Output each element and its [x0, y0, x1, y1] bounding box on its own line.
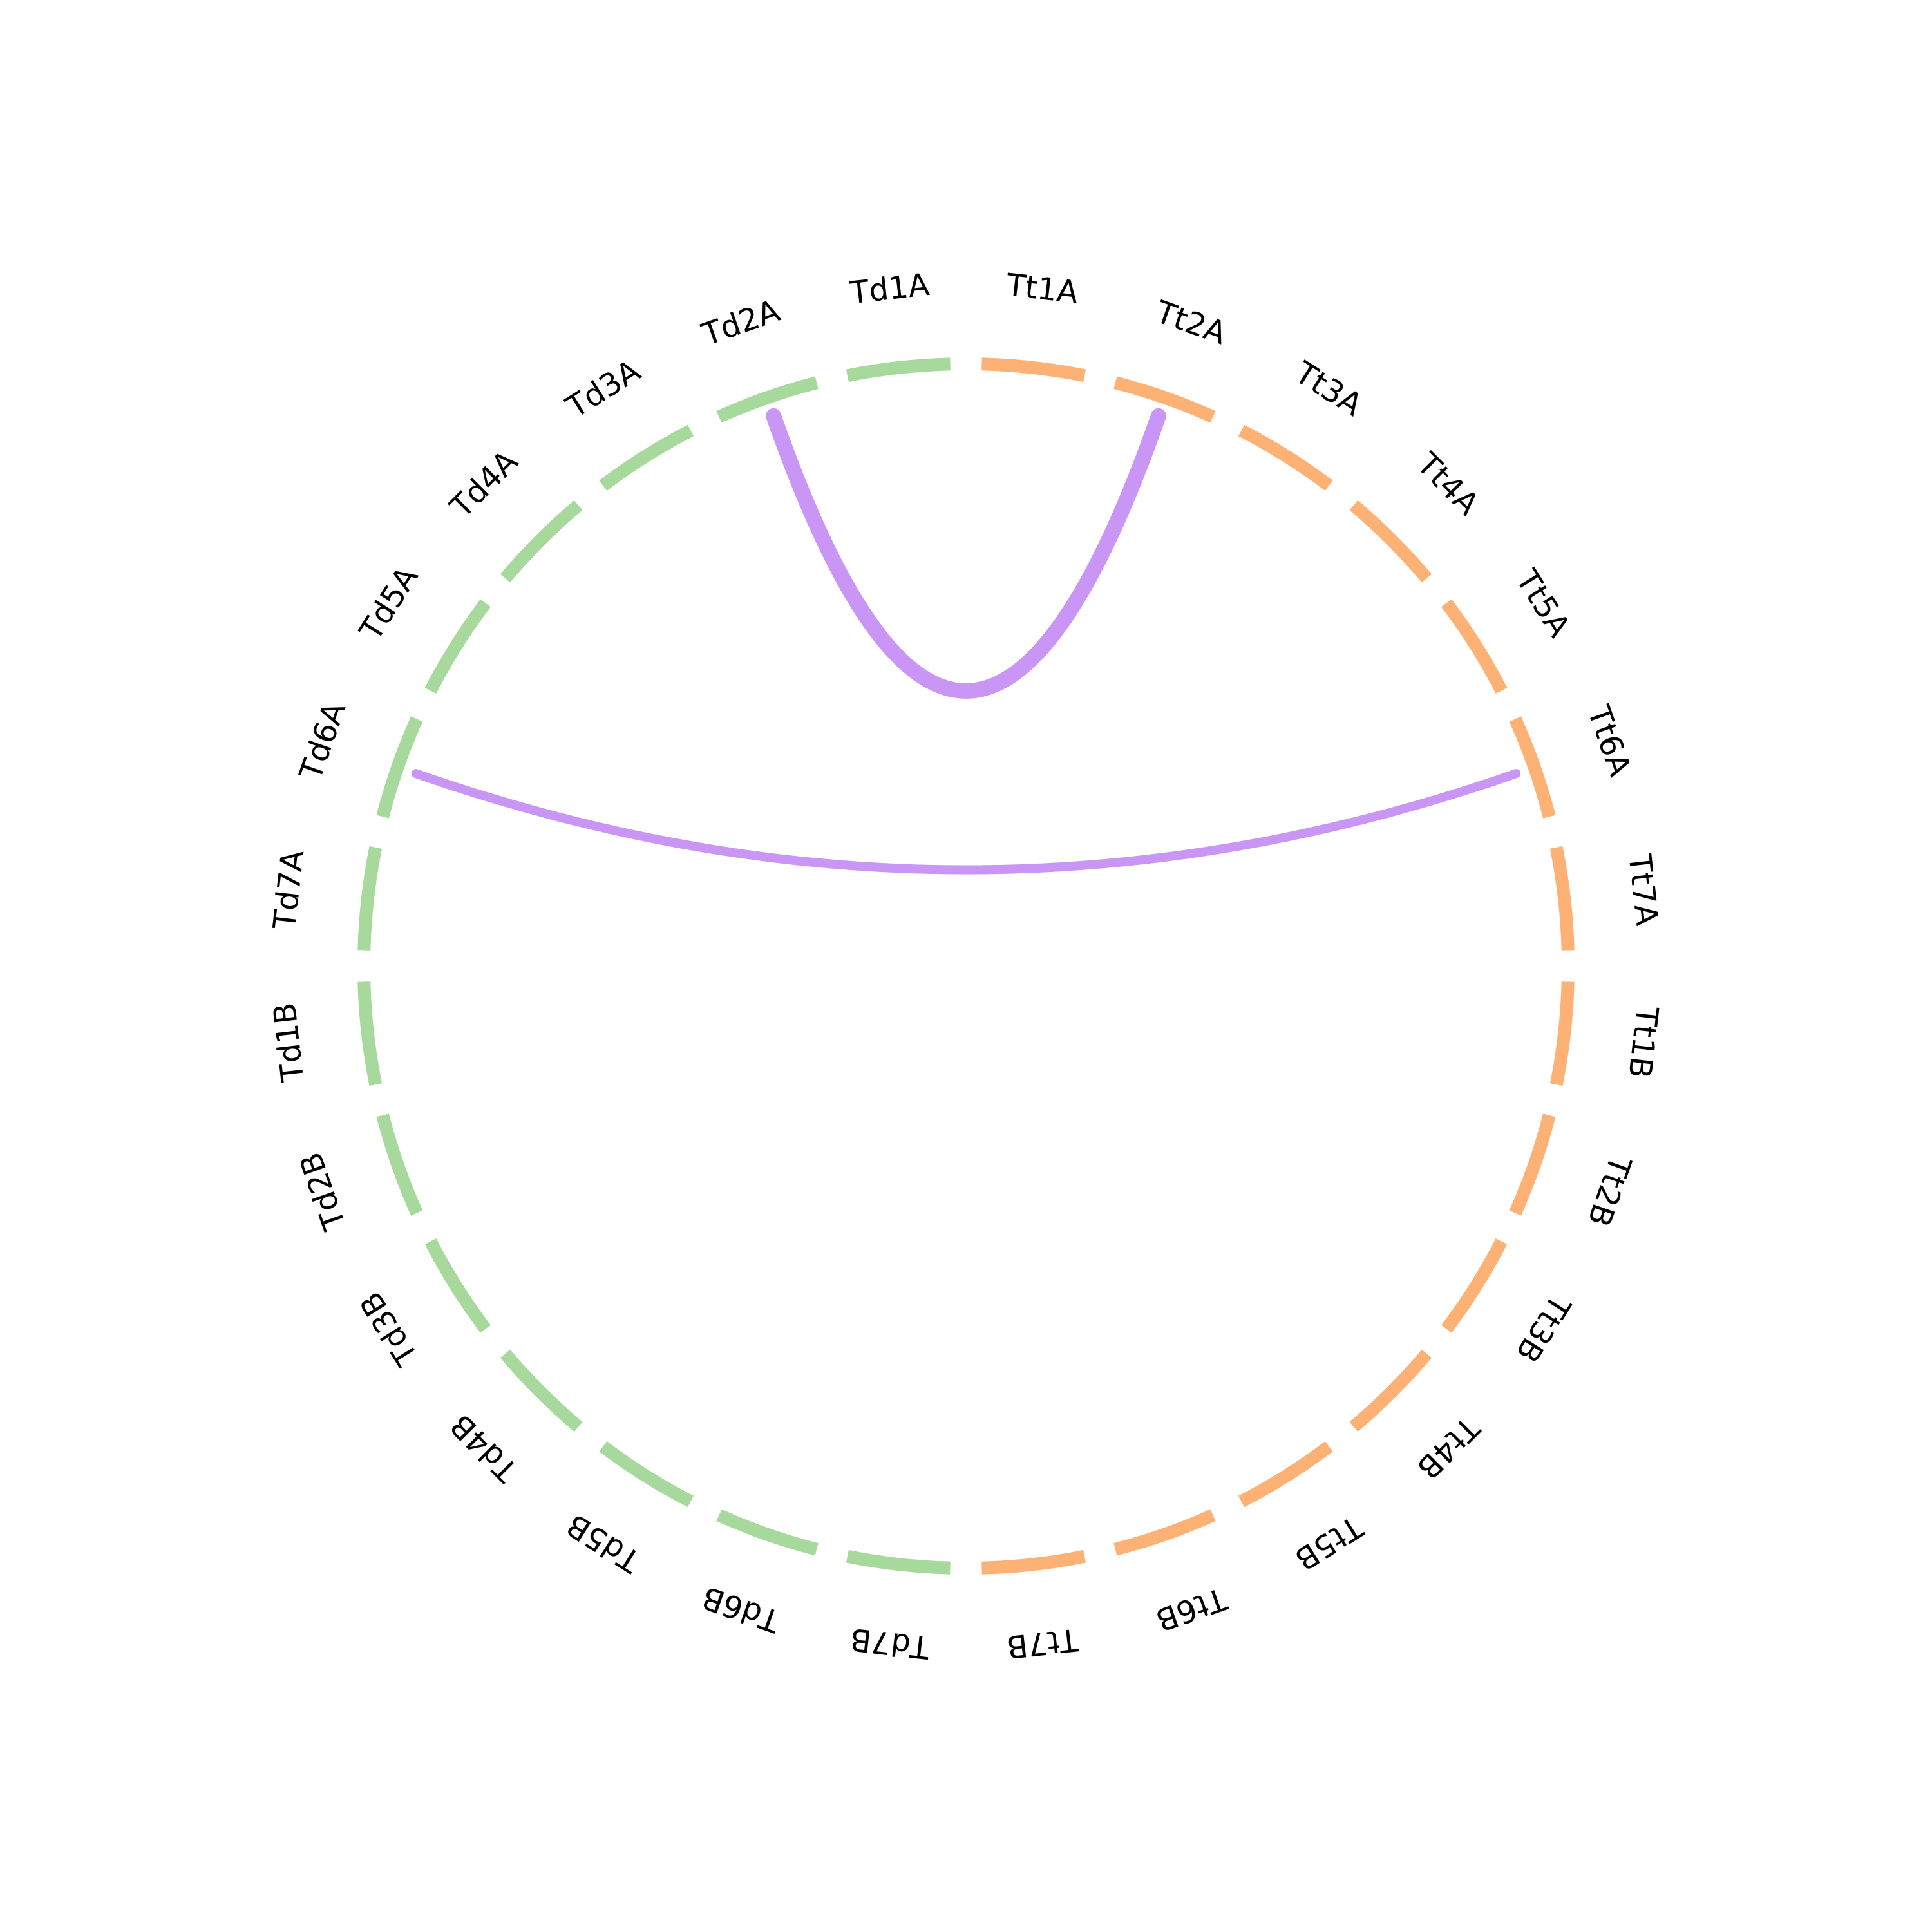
- segment-tt6a: [1509, 716, 1556, 819]
- segment-td7b: [846, 1549, 951, 1575]
- segment-label-tt5b: Tt5B: [1289, 1508, 1369, 1577]
- link-td2a-tt2a: [766, 408, 1166, 699]
- segment-label-tt6a: Tt6A: [1580, 701, 1638, 781]
- segment-label-td4b: Td4B: [444, 1407, 526, 1489]
- segment-label-tt3b: Tt3B: [1508, 1288, 1577, 1368]
- segment-tt4a: [1349, 500, 1432, 583]
- segment-td5a: [424, 599, 491, 694]
- segment-label-td3a: Td3A: [560, 353, 647, 426]
- segment-label-td2a: Td2A: [697, 293, 784, 354]
- segment-label-tt2b: Tt2B: [1580, 1151, 1638, 1231]
- segment-label-tt4a: Tt4A: [1409, 446, 1486, 522]
- segment-td2a: [716, 376, 819, 423]
- segment-tt3b: [1441, 1238, 1508, 1333]
- segment-td4b: [500, 1349, 583, 1432]
- segment-label-tt1a: Tt1A: [1004, 267, 1080, 310]
- segment-label-td4a: Td4A: [443, 443, 526, 526]
- link-td6a-tt6a: [411, 769, 1521, 875]
- segment-label-td7b: Td7B: [848, 1621, 932, 1666]
- segment-tt3a: [1238, 424, 1333, 491]
- links-layer: [411, 408, 1521, 875]
- segment-label-td5b: Td5B: [560, 1506, 647, 1580]
- segment-label-td6b: Td6B: [697, 1579, 785, 1640]
- segment-td7a: [357, 846, 383, 951]
- segment-td3a: [599, 424, 694, 491]
- segment-td6b: [716, 1509, 819, 1556]
- segment-td3b: [424, 1238, 491, 1333]
- segment-label-td2b: Td2B: [293, 1148, 354, 1235]
- segment-tt7a: [1549, 846, 1575, 951]
- segment-label-td6a: Td6A: [292, 697, 353, 785]
- segment-tt1a: [981, 357, 1086, 383]
- segments-layer: [357, 357, 1575, 1575]
- segment-label-tt6b: Tt6B: [1151, 1580, 1232, 1638]
- segment-label-tt4b: Tt4B: [1410, 1409, 1486, 1486]
- segment-label-tt2a: Tt2A: [1151, 294, 1231, 352]
- segment-tt4b: [1349, 1349, 1432, 1432]
- segment-td1a: [846, 357, 951, 383]
- segment-tt2a: [1113, 376, 1216, 423]
- segment-label-tt5a: Tt5A: [1508, 563, 1577, 643]
- segment-label-tt1b: Tt1B: [1621, 1004, 1665, 1080]
- segment-label-td1a: Td1A: [848, 267, 931, 312]
- segment-label-td5a: Td5A: [352, 560, 426, 647]
- segment-label-td3b: Td3B: [353, 1285, 426, 1372]
- segment-tt5b: [1238, 1441, 1333, 1508]
- segment-td1b: [357, 981, 383, 1086]
- segment-label-tt3a: Tt3A: [1288, 354, 1368, 423]
- segment-label-td7a: Td7A: [267, 848, 312, 932]
- segment-td4a: [500, 500, 583, 583]
- segment-tt6b: [1113, 1509, 1216, 1556]
- segment-td5b: [599, 1441, 694, 1508]
- segment-tt5a: [1441, 599, 1508, 694]
- segment-td2b: [376, 1113, 423, 1216]
- segment-tt7b: [981, 1549, 1086, 1575]
- segment-label-tt7a: Tt7A: [1621, 851, 1665, 927]
- segment-td6a: [376, 716, 423, 819]
- segment-tt2b: [1509, 1113, 1556, 1216]
- segment-label-tt7b: Tt7B: [1005, 1621, 1081, 1665]
- segment-label-td1b: Td1B: [267, 1001, 312, 1084]
- segment-tt1b: [1549, 981, 1575, 1086]
